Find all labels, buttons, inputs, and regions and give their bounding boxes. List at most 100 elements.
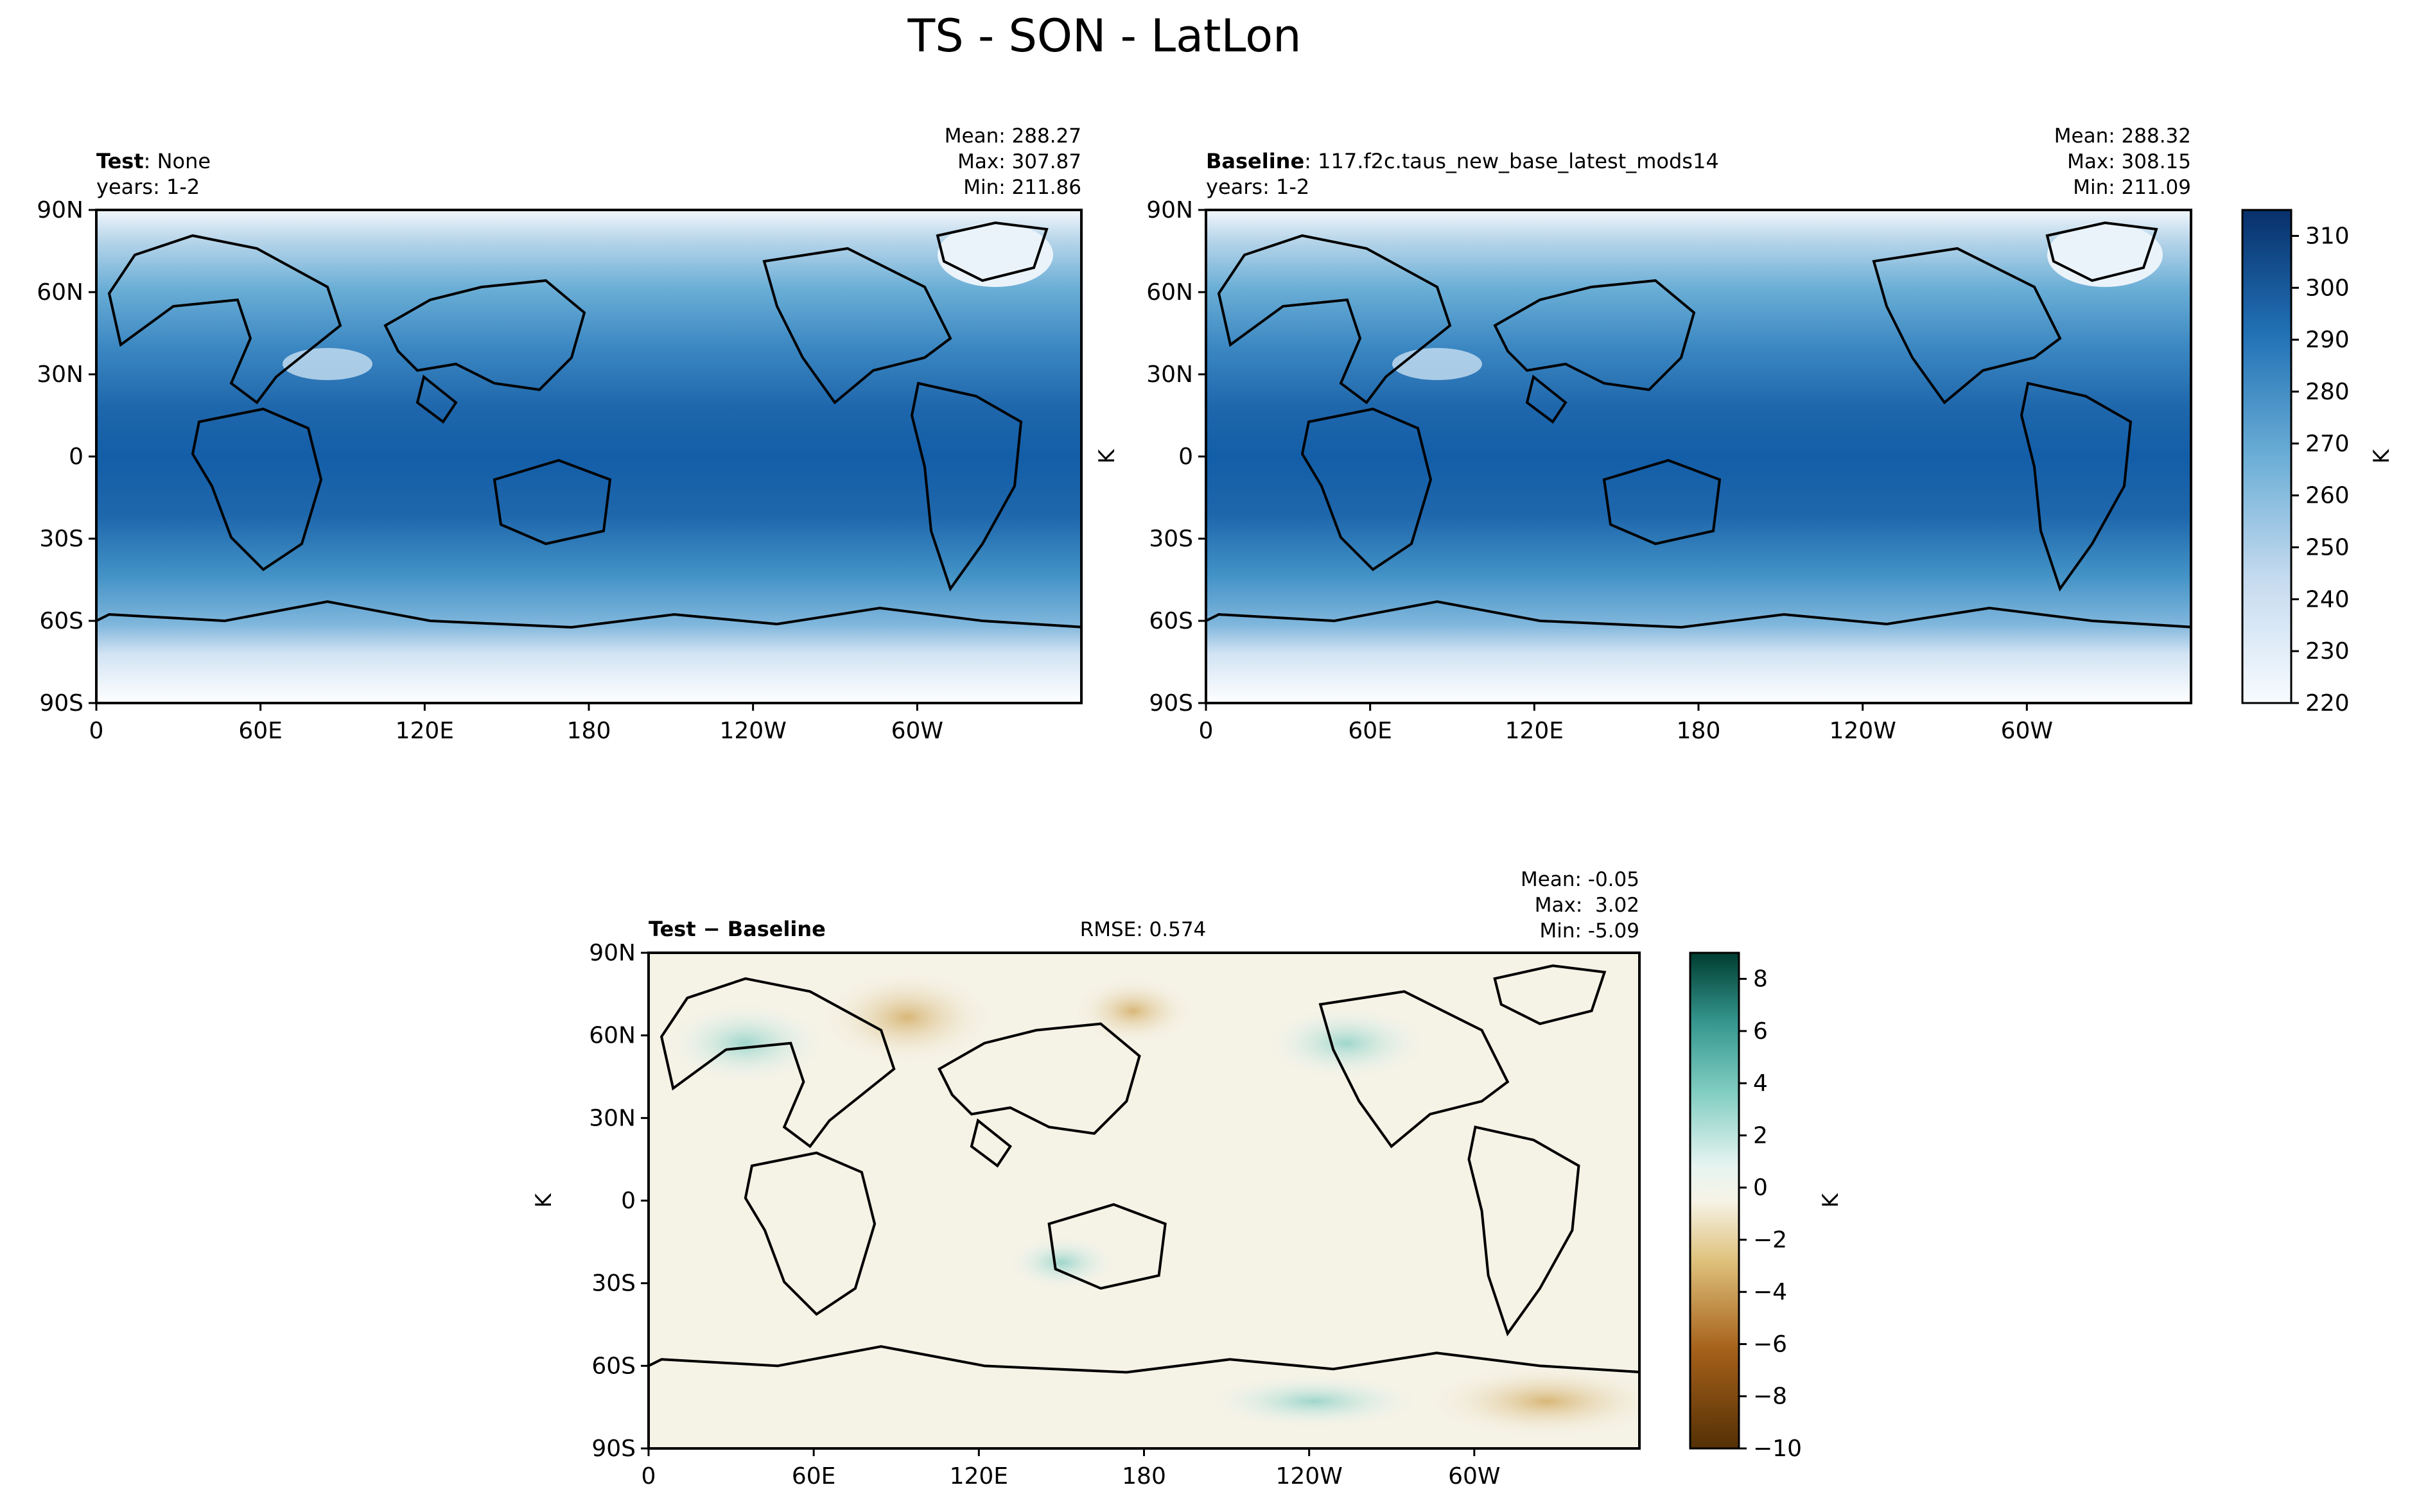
- x-tick-label: 120W: [720, 718, 787, 744]
- map-baseline: [1206, 210, 2191, 703]
- y-tick-label: 30S: [1149, 526, 1193, 552]
- colorbar-ticks: 310 300 290 280 270 260 250 240 230 220: [2291, 223, 2350, 717]
- y-tick-label: 90S: [1149, 690, 1193, 717]
- map-field: [96, 210, 1081, 703]
- y-axis-label: K: [1094, 448, 1120, 464]
- stat-min: Min: -5.09: [1539, 919, 1639, 943]
- x-tick-label: 120E: [1505, 718, 1564, 744]
- x-tick-label: 120W: [1276, 1463, 1343, 1490]
- y-tick-label: 90N: [37, 197, 83, 223]
- anomaly-cool: [1010, 1237, 1114, 1289]
- x-tick-label: 180: [1677, 718, 1721, 744]
- stat-max: Max: 308.15: [2067, 150, 2191, 173]
- y-tick-label: 60S: [591, 1353, 636, 1379]
- tibet-cold-spot: [1392, 348, 1482, 380]
- anomaly-warm: [1430, 1366, 1639, 1437]
- colorbar-tick-label: 240: [2305, 586, 2350, 613]
- colorbar-tick-label: 250: [2305, 534, 2350, 560]
- y-tick-label: 30S: [39, 526, 83, 552]
- colorbar-tick-label: 8: [1753, 966, 1768, 993]
- anomaly-warm: [823, 972, 991, 1063]
- anomaly-cool: [1210, 1375, 1417, 1427]
- y-tick-label: 0: [69, 444, 83, 470]
- panel-label: Test − Baseline: [649, 917, 826, 941]
- anomaly-cool: [1268, 1007, 1424, 1079]
- x-tick-label: 60W: [1448, 1463, 1500, 1490]
- x-tick-label: 120E: [950, 1463, 1008, 1490]
- panel-label: Test: None: [96, 149, 211, 173]
- colorbar-tick-label: −4: [1753, 1279, 1787, 1305]
- colorbar-tick-label: 280: [2305, 379, 2350, 405]
- panel-test: Test: None years: 1-2 Mean: 288.27 Max: …: [37, 125, 1083, 744]
- colorbar-label: K: [2369, 448, 2395, 464]
- colorbar-tick-label: 290: [2305, 327, 2350, 353]
- colorbar-tick-label: 270: [2305, 431, 2350, 457]
- anomaly-warm: [1074, 978, 1191, 1043]
- colorbar-tick-label: 0: [1753, 1175, 1768, 1201]
- colorbar-tick-label: −2: [1753, 1227, 1787, 1253]
- x-axis: 0 60E 120E 180 120W 60W: [89, 703, 943, 744]
- colorbar-tick-label: 6: [1753, 1018, 1768, 1045]
- colorbar-tick-label: 260: [2305, 483, 2350, 509]
- y-tick-label: 90S: [39, 690, 83, 717]
- y-tick-label: 30N: [1146, 361, 1193, 388]
- colorbar-tick-label: −6: [1753, 1331, 1787, 1357]
- y-axis: 90N 60N 30N 0 30S 60S 90S: [37, 197, 96, 717]
- y-axis: 90N 60N 30N 0 30S 60S 90S: [1146, 197, 1206, 717]
- stat-mean: Mean: 288.32: [2054, 125, 2191, 148]
- colorbar-tick-label: −10: [1753, 1436, 1802, 1462]
- colorbar-tick-label: 230: [2305, 638, 2350, 665]
- x-tick-label: 60W: [891, 718, 943, 744]
- colorbar-ticks: 8 6 4 2 0 −2 −4 −6 −8 −10: [1739, 966, 1802, 1462]
- x-axis: 0 60E 120E 180 120W 60W: [1199, 703, 2053, 744]
- map-difference: [649, 953, 1639, 1448]
- x-axis: 0 60E 120E 180 120W 60W: [642, 1448, 1501, 1490]
- y-axis: 90N 60N 30N 0 30S 60S 90S: [589, 940, 649, 1462]
- x-tick-label: 180: [567, 718, 611, 744]
- y-tick-label: 60N: [37, 279, 83, 306]
- y-tick-label: 60N: [589, 1023, 636, 1049]
- map-field: [1206, 210, 2191, 703]
- stat-mean: Mean: 288.27: [945, 125, 1081, 148]
- colorbar-tick-label: 4: [1753, 1070, 1768, 1097]
- figure-title: TS - SON - LatLon: [907, 10, 1302, 62]
- colorbar-tick-label: 220: [2305, 690, 2350, 717]
- panel-difference: Test − Baseline RMSE: 0.574 Mean: -0.05 …: [531, 868, 1844, 1490]
- y-tick-label: 30S: [591, 1271, 636, 1297]
- y-tick-label: 60N: [1146, 279, 1193, 306]
- colorbar-tick-label: 300: [2305, 275, 2350, 301]
- panel-label: Baseline: 117.f2c.taus_new_base_latest_m…: [1206, 149, 1719, 173]
- colorbar-temperature: [2241, 209, 2292, 704]
- x-tick-label: 60W: [2001, 718, 2053, 744]
- x-tick-label: 0: [1199, 718, 1214, 744]
- stat-min: Min: 211.86: [963, 176, 1081, 199]
- y-tick-label: 30N: [589, 1105, 636, 1131]
- colorbar-tick-label: −8: [1753, 1384, 1787, 1410]
- colorbar-tick-label: 2: [1753, 1122, 1768, 1149]
- tibet-cold-spot: [283, 348, 372, 380]
- y-tick-label: 60S: [39, 608, 83, 634]
- stat-mean: Mean: -0.05: [1521, 868, 1639, 891]
- y-tick-label: 30N: [37, 361, 83, 388]
- colorbar-tick-label: 310: [2305, 223, 2350, 249]
- colorbar-difference: [1689, 952, 1740, 1450]
- y-tick-label: 90N: [1146, 197, 1193, 223]
- x-tick-label: 60E: [1348, 718, 1392, 744]
- x-tick-label: 0: [642, 1463, 656, 1490]
- stat-max: Max: 3.02: [1535, 894, 1639, 917]
- panel-years: years: 1-2: [96, 175, 200, 199]
- y-axis-label: K: [531, 1192, 557, 1208]
- x-tick-label: 60E: [238, 718, 283, 744]
- stat-min: Min: 211.09: [2073, 176, 2191, 199]
- panel-baseline: Baseline: 117.f2c.taus_new_base_latest_m…: [1094, 125, 2395, 744]
- x-tick-label: 120E: [396, 718, 454, 744]
- y-tick-label: 90S: [591, 1436, 636, 1462]
- stat-max: Max: 307.87: [957, 150, 1081, 173]
- panel-years: years: 1-2: [1206, 175, 1309, 199]
- y-tick-label: 90N: [589, 940, 636, 966]
- x-tick-label: 0: [89, 718, 104, 744]
- map-test: [96, 210, 1081, 703]
- colorbar-label: K: [1818, 1192, 1844, 1208]
- y-tick-label: 0: [1178, 444, 1193, 470]
